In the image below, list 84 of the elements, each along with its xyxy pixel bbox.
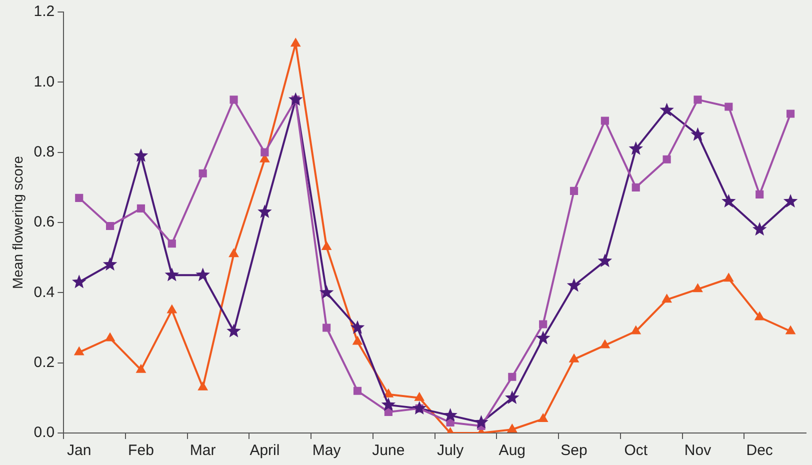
point (290, 38, 300, 47)
point (536, 330, 550, 344)
x-tick-label: June (372, 442, 405, 460)
point (226, 324, 241, 338)
x-tick-label: Feb (128, 442, 154, 460)
x-tick-label: Jan (67, 442, 92, 460)
point (102, 257, 118, 271)
point (260, 148, 269, 156)
point (662, 155, 671, 164)
point (168, 240, 176, 248)
point (105, 332, 115, 342)
x-tick-label: Nov (684, 442, 712, 460)
point (198, 382, 208, 390)
point (322, 242, 332, 250)
point (600, 116, 609, 125)
point (662, 294, 672, 303)
point (690, 127, 705, 141)
point (786, 110, 795, 118)
point (230, 96, 238, 104)
point (106, 222, 114, 230)
point (258, 204, 272, 218)
point (352, 336, 362, 345)
point (381, 397, 396, 411)
point (566, 278, 582, 292)
y-tick-label: 1.2 (34, 3, 55, 20)
point (600, 340, 610, 348)
point (228, 248, 239, 258)
point (474, 414, 488, 429)
point (350, 320, 365, 334)
point (353, 386, 362, 395)
point (724, 273, 734, 282)
point (598, 254, 612, 268)
point (783, 194, 798, 208)
point (136, 204, 146, 212)
point (196, 268, 210, 282)
point (288, 92, 303, 106)
y-tick-label: 0.4 (34, 284, 55, 301)
x-tick-label: Oct (624, 442, 648, 460)
point (319, 285, 334, 299)
point (505, 390, 520, 404)
x-tick-label: July (436, 442, 464, 460)
x-tick-label: Mar (190, 442, 216, 460)
point (692, 284, 703, 292)
point (569, 354, 579, 362)
point (134, 148, 148, 162)
x-tick-label: Sep (560, 442, 588, 460)
point (694, 96, 702, 104)
point (167, 304, 177, 314)
point (628, 141, 644, 155)
point (74, 346, 84, 356)
point (384, 388, 394, 398)
y-tick-label: 0.8 (34, 143, 55, 160)
x-tick-label: April (250, 442, 280, 460)
point (507, 424, 517, 432)
y-tick-label: 0.0 (34, 424, 55, 442)
y-tick-label: 0.6 (34, 214, 55, 231)
point (72, 274, 86, 288)
point (752, 222, 767, 236)
point (724, 102, 733, 111)
y-tick-label: 0.2 (34, 354, 55, 371)
y-axis-title: Mean flowering score (9, 156, 26, 290)
point (570, 186, 578, 195)
point (508, 372, 516, 381)
point (75, 194, 84, 202)
point (443, 408, 458, 422)
point (756, 190, 764, 198)
point (136, 364, 146, 373)
point (660, 102, 674, 116)
x-tick-label: May (312, 442, 342, 460)
y-tick-label: 1.0 (34, 73, 55, 90)
point (754, 312, 764, 320)
point (322, 324, 331, 332)
point (198, 169, 207, 178)
point (164, 268, 180, 282)
point (539, 320, 548, 328)
point (632, 183, 640, 192)
x-tick-label: Dec (746, 442, 774, 460)
point (786, 326, 796, 334)
point (412, 400, 426, 415)
point (631, 326, 641, 334)
point (414, 392, 424, 401)
point (722, 194, 736, 208)
point (538, 413, 548, 422)
x-tick-label: Aug (498, 442, 526, 460)
